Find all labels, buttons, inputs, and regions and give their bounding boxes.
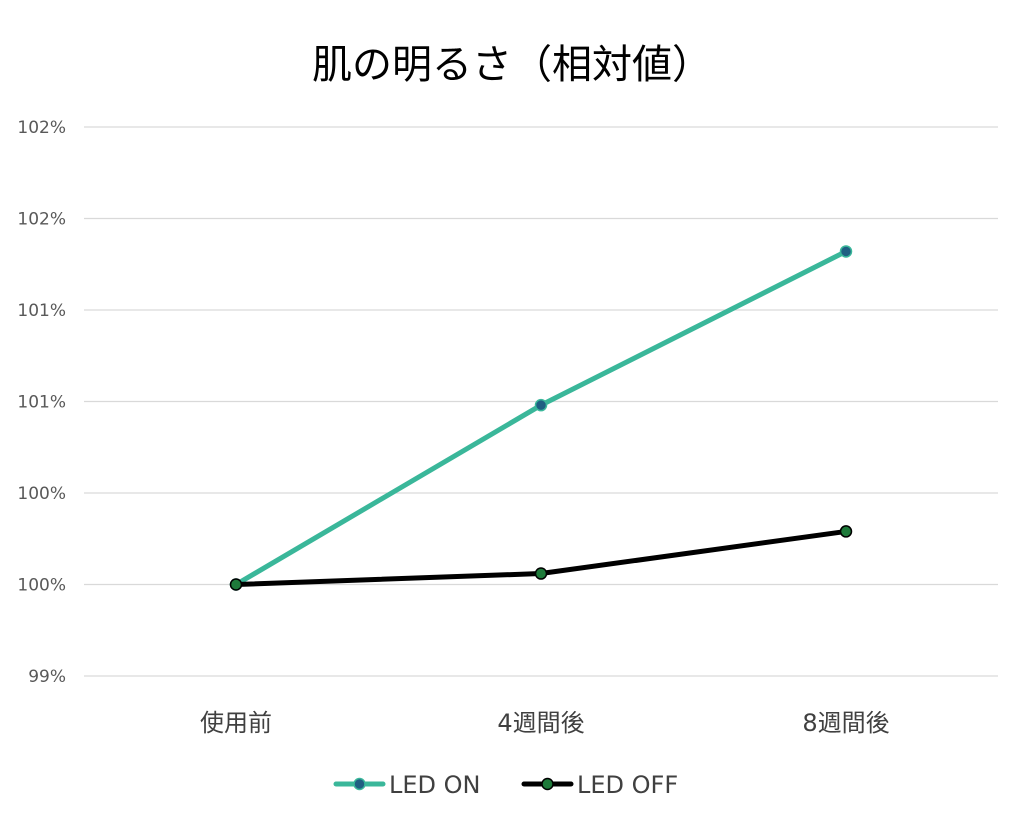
y-axis: 99% 100% 100% 101% 101% 102% 102% [17,118,66,687]
x-tick-label: 4週間後 [497,709,584,737]
legend-label: LED ON [389,771,481,799]
chart-title: 肌の明るさ（相対値） [312,42,712,88]
legend-label: LED OFF [577,771,678,799]
y-tick-label: 102% [17,210,66,230]
y-tick-label: 100% [17,484,66,504]
series-group [229,245,853,591]
series-line-led-on [233,248,849,587]
y-tick-label: 99% [28,667,66,687]
legend: LED ON LED OFF [333,771,678,799]
y-tick-label: 101% [17,393,66,413]
legend-marker [353,777,366,791]
data-point [839,525,853,538]
x-tick-label: 8週間後 [802,709,889,737]
x-axis: 使用前 4週間後 8週間後 [200,709,890,737]
data-point [839,245,853,258]
y-tick-label: 100% [17,576,66,596]
data-point [534,567,548,580]
y-tick-label: 101% [17,301,66,321]
x-tick-label: 使用前 [200,709,272,737]
data-point [229,578,243,591]
legend-marker [541,777,554,791]
data-point [534,398,548,412]
y-tick-label: 102% [17,118,66,138]
